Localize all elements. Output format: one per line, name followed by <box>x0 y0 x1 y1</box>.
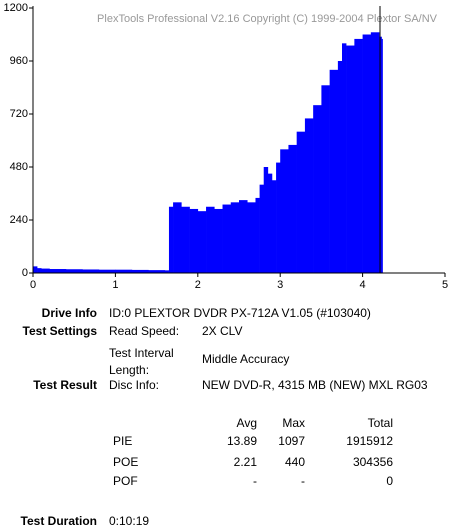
chart: PlexTools Professional V2.16 Copyright (… <box>4 2 449 291</box>
row-label: POE <box>113 455 139 469</box>
cell: - <box>253 474 257 488</box>
bar <box>276 162 281 273</box>
bar <box>98 269 116 273</box>
bar <box>329 69 339 273</box>
bar <box>263 167 269 273</box>
y-tick-label: 240 <box>10 214 28 226</box>
x-tick-label: 0 <box>30 279 36 291</box>
column-header: Total <box>367 416 393 430</box>
test-settings-label: Test Settings <box>22 324 97 338</box>
y-tick-label: 480 <box>10 161 28 173</box>
bar <box>255 197 260 273</box>
y-tick-label: 0 <box>22 267 28 279</box>
bar <box>239 200 248 273</box>
bar <box>33 266 38 273</box>
cell: 304356 <box>352 455 393 469</box>
bar <box>181 206 190 273</box>
bar <box>337 61 343 273</box>
bar <box>296 131 306 273</box>
bar <box>41 268 50 273</box>
bar <box>370 32 380 273</box>
column-header: Max <box>282 416 305 430</box>
disc-info-value: NEW DVD-R, 4315 MB (NEW) MXL RG03 <box>202 378 428 392</box>
cell: 0 <box>386 474 393 488</box>
bar <box>49 269 67 273</box>
row-label: PIE <box>113 434 133 448</box>
setting-name: Read Speed: <box>109 324 180 338</box>
bar <box>230 202 240 273</box>
bar <box>354 38 363 273</box>
bar <box>267 173 273 273</box>
y-tick-label: 1200 <box>4 2 28 14</box>
bar <box>37 268 42 273</box>
bar <box>247 202 256 273</box>
bar <box>214 208 223 273</box>
drive-info-label: Drive Info <box>41 306 97 320</box>
chart-title: PlexTools Professional V2.16 Copyright (… <box>97 13 438 25</box>
bar <box>206 206 215 273</box>
x-tick-label: 5 <box>442 279 448 291</box>
bar <box>148 270 166 273</box>
cell: 2.21 <box>233 455 257 469</box>
bar <box>82 269 100 273</box>
y-tick-label: 960 <box>10 55 28 67</box>
cell: - <box>301 474 305 488</box>
test-result-label: Test Result <box>33 378 97 392</box>
bar <box>304 118 314 274</box>
x-tick-label: 4 <box>360 279 366 291</box>
bar <box>313 105 322 274</box>
bar <box>168 270 170 273</box>
test-duration-label: Test Duration <box>20 514 97 528</box>
cell: 1915912 <box>346 434 393 448</box>
x-tick-label: 2 <box>195 279 201 291</box>
drive-info-value: ID:0 PLEXTOR DVDR PX-712A V1.05 (#103040… <box>109 306 371 320</box>
setting-value: Middle Accuracy <box>202 352 290 366</box>
bar <box>381 38 383 273</box>
x-tick-label: 1 <box>112 279 118 291</box>
bar <box>115 269 133 273</box>
cell: 13.89 <box>226 434 257 448</box>
bar <box>189 208 199 273</box>
setting-value: 2X CLV <box>202 324 243 338</box>
bar <box>164 270 169 273</box>
setting-name: Test Interval Length: <box>109 346 174 377</box>
bar <box>65 269 83 273</box>
test-duration-value: 0:10:19 <box>109 514 150 528</box>
bar <box>321 85 330 274</box>
bar <box>173 202 182 273</box>
bar <box>197 211 207 273</box>
bar <box>168 206 174 273</box>
row-label: POF <box>113 474 138 488</box>
bar <box>346 45 355 273</box>
x-tick-label: 3 <box>277 279 283 291</box>
column-header: Avg <box>236 416 257 430</box>
y-tick-label: 720 <box>10 108 28 120</box>
bar <box>280 149 289 273</box>
bar <box>362 34 372 273</box>
cell: 1097 <box>278 434 305 448</box>
bar <box>288 144 297 273</box>
bar <box>222 204 232 273</box>
disc-info-label: Disc Info: <box>109 378 160 392</box>
bar <box>131 269 149 273</box>
cell: 440 <box>284 455 305 469</box>
bar <box>271 180 277 273</box>
bar <box>259 184 265 273</box>
bar <box>342 43 347 274</box>
